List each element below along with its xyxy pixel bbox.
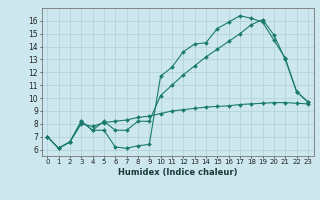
X-axis label: Humidex (Indice chaleur): Humidex (Indice chaleur): [118, 168, 237, 177]
